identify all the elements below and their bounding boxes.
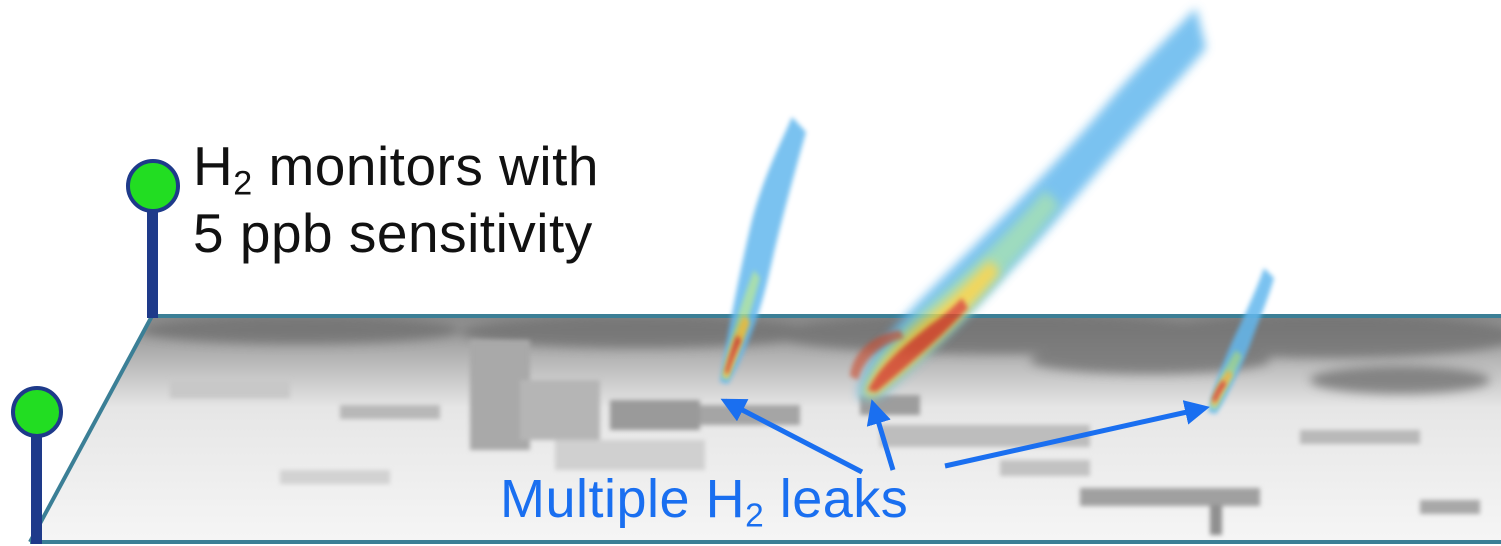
monitor-caption-line2: 5 ppb sensitivity (193, 202, 593, 265)
plume-left (720, 117, 806, 384)
ground-plate (30, 316, 1501, 542)
plate-outline (28, 314, 1501, 544)
plume-right (1208, 268, 1274, 414)
plate-left-edge (28, 315, 154, 543)
leak-arrows (720, 398, 1210, 475)
buildings-texture (170, 340, 1480, 535)
leak-caption-prefix: Multiple H (500, 469, 746, 529)
leak-caption-subscript: 2 (745, 497, 765, 535)
pin-stem (147, 185, 158, 318)
arrow-to-right-leak (944, 400, 1210, 469)
arrow-to-center-leak (866, 399, 896, 471)
pin-stem (31, 410, 42, 544)
monitor-caption: H2 monitors with 5 ppb sensitivity (193, 133, 599, 267)
pin-head (11, 386, 63, 438)
monitor-caption-h: H (193, 135, 234, 197)
monitor-pin-front (11, 386, 63, 544)
leak-caption-suffix: leaks (764, 469, 909, 529)
arrow-to-left-leak (720, 398, 864, 475)
pin-head (126, 159, 180, 213)
plume-center (850, 8, 1206, 398)
leak-caption: Multiple H2 leaks (500, 469, 909, 533)
monitor-caption-line1: H2 monitors with (193, 133, 599, 203)
monitor-caption-suffix: monitors with (252, 135, 599, 197)
monitor-caption-subscript: 2 (233, 164, 253, 203)
monitor-pin-back (126, 159, 180, 318)
